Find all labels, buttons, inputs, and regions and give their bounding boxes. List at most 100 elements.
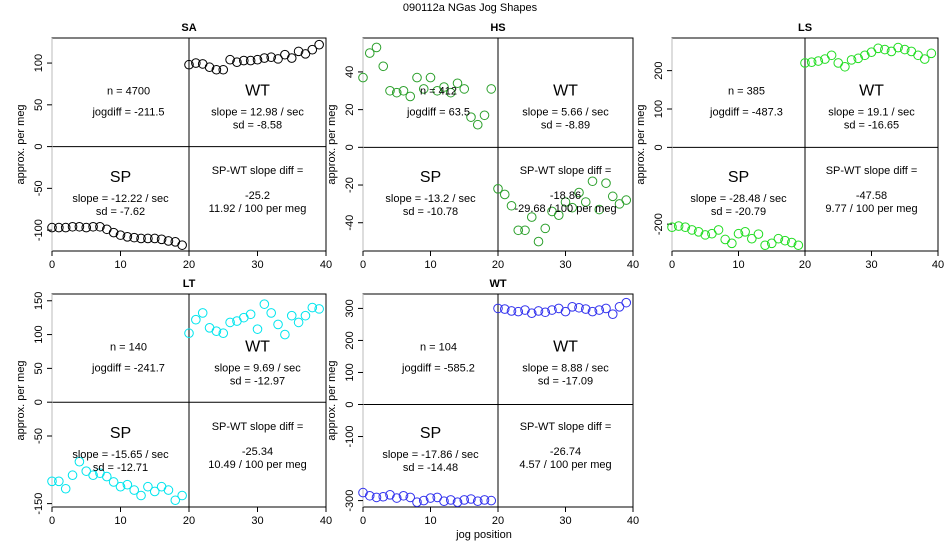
data-point xyxy=(163,485,174,495)
diff-label: SP-WT slope diff = xyxy=(520,165,612,177)
data-point xyxy=(412,72,422,83)
jogdiff-label: jogdiff = -585.2 xyxy=(401,362,475,374)
y-tick-label: -300 xyxy=(344,490,356,512)
data-point xyxy=(587,306,598,317)
data-point xyxy=(747,233,757,244)
data-point xyxy=(378,491,389,502)
data-point xyxy=(445,495,456,505)
data-point xyxy=(314,304,324,314)
wt-sd: sd = -8.58 xyxy=(233,119,282,131)
x-tick-label: 40 xyxy=(627,259,639,271)
data-point xyxy=(184,59,194,70)
data-point xyxy=(425,493,436,503)
data-point xyxy=(391,493,402,503)
data-point xyxy=(136,490,146,501)
diff-label: SP-WT slope diff = xyxy=(520,421,612,433)
data-point xyxy=(667,222,677,233)
data-point xyxy=(727,238,737,249)
data-point xyxy=(95,221,105,232)
n-label: n = 104 xyxy=(420,341,457,353)
data-point xyxy=(266,52,277,63)
x-tick-label: 0 xyxy=(49,515,55,527)
n-label: n = 140 xyxy=(110,341,147,353)
data-point xyxy=(149,233,160,244)
x-tick-label: 10 xyxy=(114,259,126,271)
data-point xyxy=(232,57,242,68)
panel-sa: SA 0 10 20 30 40 -100 -50 0 50 100 approx. per meg n… xyxy=(15,22,332,271)
sp-slope: slope = -12.22 / sec xyxy=(72,193,169,205)
x-tick-label: 20 xyxy=(492,515,504,527)
wt-label: WT xyxy=(553,338,578,355)
data-point xyxy=(191,314,201,325)
wt-sd: sd = -16.65 xyxy=(844,119,899,131)
data-point xyxy=(740,227,750,237)
data-point xyxy=(840,61,850,72)
data-point xyxy=(60,483,71,494)
data-point xyxy=(899,44,910,55)
data-point xyxy=(621,195,632,205)
data-point xyxy=(513,306,524,317)
data-point xyxy=(170,495,181,506)
data-point xyxy=(607,191,618,202)
data-point xyxy=(926,48,937,59)
sp-sd: sd = -20.79 xyxy=(711,206,766,218)
jogdiff-label: jogdiff = -211.5 xyxy=(91,106,164,118)
data-point xyxy=(880,44,890,55)
y-tick-label: 40 xyxy=(344,66,356,78)
panel-title: SA xyxy=(181,22,196,34)
data-point xyxy=(860,50,870,61)
data-point xyxy=(307,44,318,55)
data-point xyxy=(793,240,804,251)
data-point xyxy=(479,110,490,121)
data-point xyxy=(506,306,517,316)
x-tick-label: 30 xyxy=(865,259,877,271)
y-tick-label: -50 xyxy=(33,428,45,444)
y-tick-label: 200 xyxy=(653,61,665,79)
sp-sd: sd = -10.78 xyxy=(403,206,458,218)
data-point xyxy=(412,497,422,507)
y-tick-label: 50 xyxy=(33,99,45,111)
data-point xyxy=(286,310,297,321)
data-point xyxy=(418,495,429,506)
data-point xyxy=(204,62,215,73)
x-tick-label: 20 xyxy=(183,259,195,271)
data-point xyxy=(445,87,456,98)
sp-label: SP xyxy=(110,425,131,442)
panel-title: LT xyxy=(183,278,196,290)
sp-sd: sd = -12.71 xyxy=(93,462,148,474)
data-point xyxy=(574,187,584,198)
data-point xyxy=(919,54,930,64)
data-point xyxy=(371,492,382,503)
data-point xyxy=(108,227,119,238)
x-tick-label: 0 xyxy=(49,259,55,271)
data-point xyxy=(533,306,544,316)
data-point xyxy=(806,57,817,67)
data-point xyxy=(574,302,584,313)
data-point xyxy=(560,197,571,207)
data-point xyxy=(280,329,290,340)
x-tick-label: 30 xyxy=(251,515,263,527)
data-point xyxy=(259,299,270,309)
data-point xyxy=(853,53,864,64)
x-axis-label: jog position xyxy=(455,529,512,541)
data-point xyxy=(115,230,126,240)
data-point xyxy=(567,302,578,312)
data-point xyxy=(252,324,263,334)
data-point xyxy=(873,43,883,54)
panel-title: LS xyxy=(798,22,812,34)
data-point xyxy=(314,39,324,50)
sp-sd: sd = -7.62 xyxy=(96,206,145,218)
data-point xyxy=(307,302,318,313)
data-point xyxy=(378,61,389,72)
panel-hs: HS 0 10 20 30 40 -40 -20 0 20 40 approx. per meg n =… xyxy=(326,22,639,271)
y-tick-label: -100 xyxy=(344,426,356,448)
data-point xyxy=(122,479,133,490)
data-point xyxy=(513,225,524,236)
data-point xyxy=(560,306,571,317)
data-point xyxy=(245,309,256,320)
sp-slope: slope = -17.86 / sec xyxy=(382,449,479,461)
data-point xyxy=(398,85,409,96)
diff-label: SP-WT slope diff = xyxy=(212,165,304,177)
y-tick-label: 100 xyxy=(653,100,665,118)
sp-label: SP xyxy=(728,169,749,186)
